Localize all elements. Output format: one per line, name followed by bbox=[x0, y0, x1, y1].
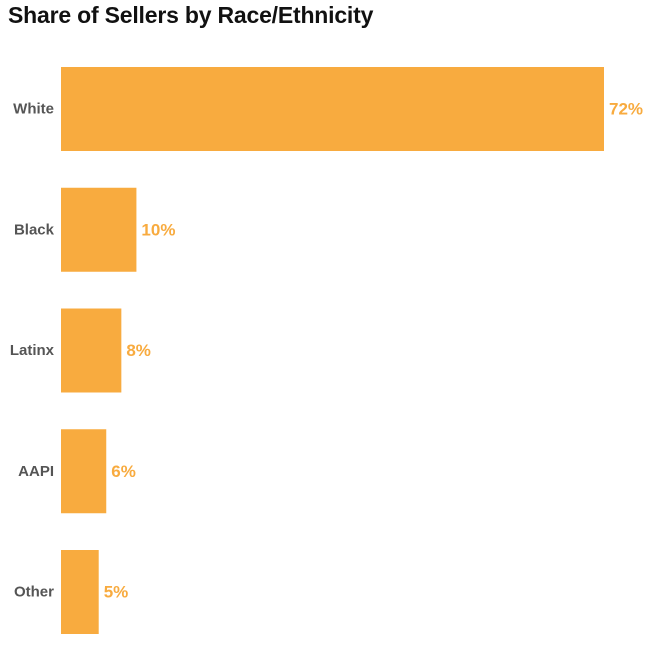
category-label-other: Other bbox=[14, 584, 54, 601]
value-label-latinx: 8% bbox=[126, 341, 151, 360]
value-label-other: 5% bbox=[104, 583, 129, 602]
category-label-aapi: AAPI bbox=[18, 463, 54, 480]
bars-layer bbox=[61, 67, 604, 634]
bar-latinx bbox=[61, 308, 122, 393]
bar-black bbox=[61, 187, 137, 272]
bar-other bbox=[61, 550, 99, 634]
category-label-latinx: Latinx bbox=[10, 342, 55, 359]
value-label-white: 72% bbox=[609, 100, 643, 119]
category-label-white: White bbox=[13, 101, 54, 118]
bar-aapi bbox=[61, 429, 107, 514]
category-label-black: Black bbox=[14, 221, 55, 238]
chart-title: Share of Sellers by Race/Ethnicity bbox=[8, 2, 374, 28]
labels-layer: White 72% Black 10% Latinx 8% AAPI 6% Other 5% bbox=[10, 100, 643, 602]
bar-white bbox=[61, 67, 604, 151]
value-label-aapi: 6% bbox=[111, 462, 136, 481]
value-label-black: 10% bbox=[141, 220, 175, 239]
